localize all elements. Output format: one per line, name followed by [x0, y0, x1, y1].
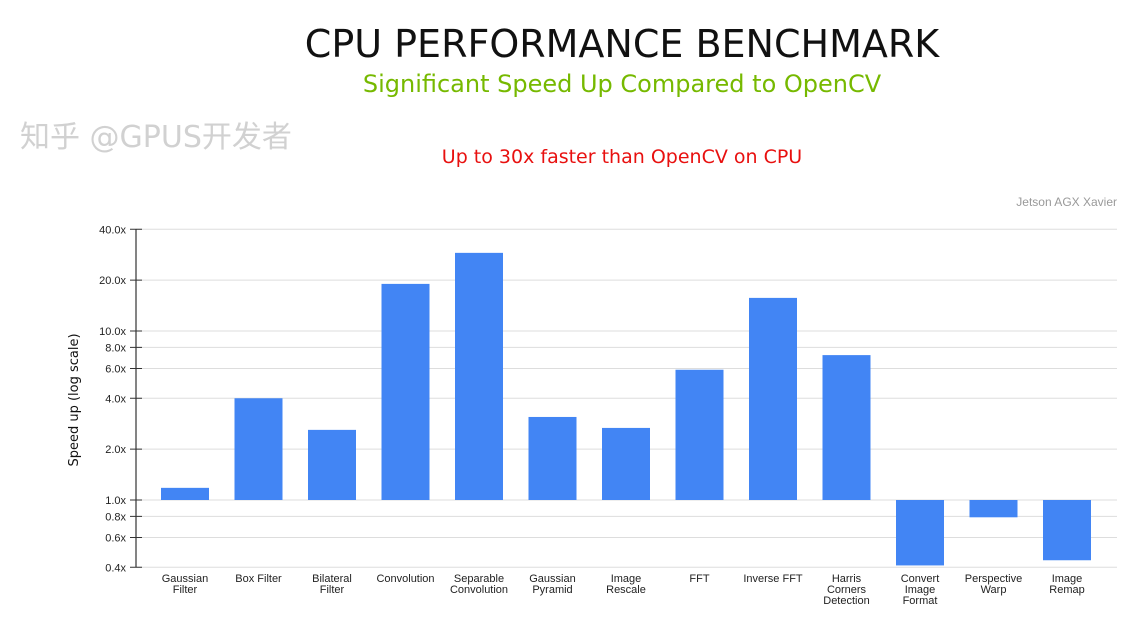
- y-axis-label: Speed up (log scale): [67, 333, 82, 466]
- x-tick-label: Perspective: [965, 573, 1022, 585]
- x-tick-label: Convert: [901, 573, 940, 585]
- bar: [308, 429, 356, 500]
- bar: [161, 487, 209, 500]
- bar: [896, 500, 944, 566]
- bar: [969, 500, 1018, 518]
- x-tick-label: Box Filter: [235, 573, 282, 585]
- x-tick-label: Rescale: [606, 584, 646, 596]
- x-tick-label: Format: [903, 595, 938, 607]
- x-tick-label: Filter: [320, 584, 345, 596]
- y-tick-label: 0.4x: [105, 562, 126, 574]
- x-tick-label: Inverse FFT: [743, 573, 803, 585]
- x-tick-label: Image: [905, 584, 936, 596]
- y-tick-label: 40.0x: [99, 224, 126, 236]
- bar: [602, 427, 650, 500]
- x-tick-label: Image: [1052, 573, 1083, 585]
- bar: [381, 283, 430, 500]
- chart-annotation: Jetson AGX Xavier: [1016, 195, 1117, 209]
- bar: [675, 369, 724, 500]
- y-tick-label: 0.8x: [105, 511, 126, 523]
- x-tick-label: Convolution: [450, 584, 508, 596]
- y-tick-label: 10.0x: [99, 326, 126, 338]
- x-tick-label: Warp: [981, 584, 1007, 596]
- page-title: CPU PERFORMANCE BENCHMARK: [304, 22, 940, 66]
- y-tick-label: 8.0x: [105, 342, 126, 354]
- x-tick-label: FFT: [689, 573, 709, 585]
- x-tick-label: Remap: [1049, 584, 1084, 596]
- watermark: 知乎 @GPUS开发者: [20, 120, 292, 155]
- x-tick-label: Detection: [823, 595, 869, 607]
- page-subtitle: Significant Speed Up Compared to OpenCV: [362, 70, 882, 98]
- bar: [455, 252, 503, 500]
- x-tick-label: Separable: [454, 573, 504, 585]
- x-tick-label: Pyramid: [532, 584, 572, 596]
- x-tick-label: Gaussian: [162, 573, 208, 585]
- bar: [822, 355, 871, 500]
- bar: [749, 297, 797, 500]
- bar: [234, 398, 283, 500]
- x-tick-label: Convolution: [376, 573, 434, 585]
- x-tick-label: Image: [611, 573, 642, 585]
- y-tick-label: 2.0x: [105, 444, 126, 456]
- x-tick-label: Filter: [173, 584, 198, 596]
- x-tick-label: Harris: [832, 573, 862, 585]
- bar: [528, 416, 577, 500]
- x-tick-label: Gaussian: [529, 573, 575, 585]
- y-tick-label: 4.0x: [105, 393, 126, 405]
- chart-title: Up to 30x faster than OpenCV on CPU: [441, 146, 803, 168]
- y-tick-label: 6.0x: [105, 363, 126, 375]
- x-tick-label: Corners: [827, 584, 867, 596]
- x-tick-label: Bilateral: [312, 573, 352, 585]
- y-tick-label: 20.0x: [99, 275, 126, 287]
- bar: [1043, 500, 1091, 561]
- y-tick-label: 1.0x: [105, 495, 126, 507]
- y-tick-label: 0.6x: [105, 532, 126, 544]
